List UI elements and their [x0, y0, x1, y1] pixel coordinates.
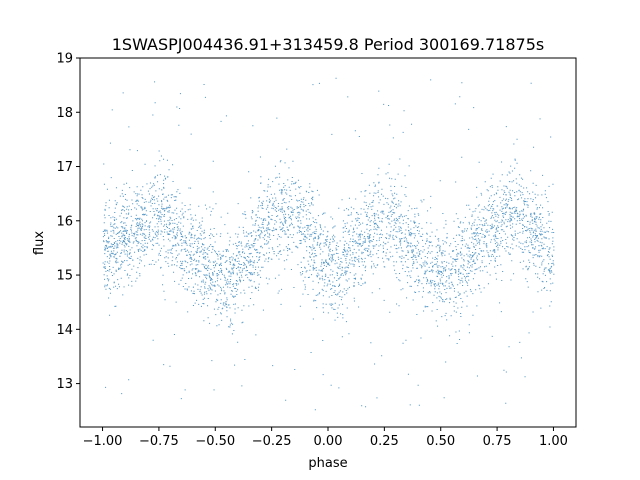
x-tick-label: −1.00 [83, 434, 123, 449]
x-tick-label: 1.00 [539, 434, 568, 449]
y-tick-label: 15 [56, 269, 73, 284]
x-tick-label: −0.25 [252, 434, 292, 449]
x-tick-label: 0.00 [314, 434, 343, 449]
x-axis: −1.00 −0.75 −0.50 −0.25 0.00 0.25 0.50 0.75 1.00 [83, 427, 568, 449]
x-tick-label: 0.75 [483, 434, 512, 449]
y-axis-label: flux [32, 231, 47, 255]
x-axis-label: phase [308, 456, 347, 471]
chart-title: 1SWASPJ004436.91+313459.8 Period 300169.… [112, 35, 544, 54]
x-tick-label: 0.50 [426, 434, 455, 449]
y-tick-label: 13 [56, 377, 73, 392]
y-tick-label: 19 [56, 52, 73, 67]
x-tick-label: −0.75 [139, 434, 179, 449]
y-tick-label: 16 [56, 214, 73, 229]
data-points [102, 77, 555, 411]
x-tick-label: −0.50 [195, 434, 235, 449]
y-tick-label: 17 [56, 160, 73, 175]
y-axis: 13 14 15 16 17 18 19 [56, 52, 80, 392]
x-tick-label: 0.25 [370, 434, 399, 449]
scatter-points [102, 77, 555, 411]
y-tick-label: 14 [56, 323, 73, 338]
y-tick-label: 18 [56, 106, 73, 121]
